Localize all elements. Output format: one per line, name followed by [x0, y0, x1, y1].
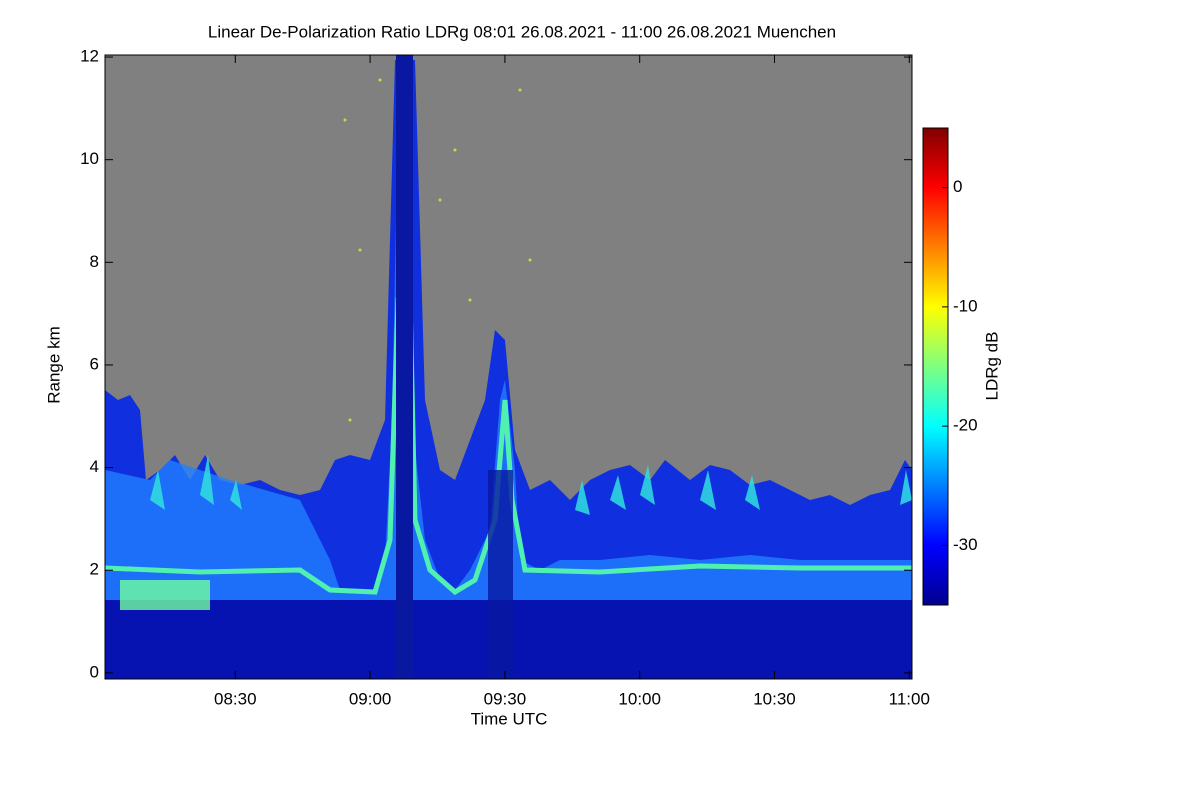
y-tick-label: 2	[90, 560, 99, 579]
colorbar-tick-label: 0	[953, 177, 962, 196]
y-tick-label: 12	[80, 47, 99, 66]
y-tick-label: 6	[90, 354, 99, 373]
y-axis-label: Range km	[44, 326, 63, 403]
y-tick-label: 4	[90, 457, 99, 476]
x-axis-label: Time UTC	[471, 709, 548, 728]
x-tick-label: 09:00	[349, 689, 392, 708]
colorbar-tick-label: -10	[953, 296, 978, 315]
chart-title: Linear De-Polarization Ratio LDRg 08:01 …	[208, 22, 836, 41]
colorbar-label: LDRg dB	[982, 332, 1001, 401]
colorbar-tick-label: -30	[953, 535, 978, 554]
plot-frame	[104, 54, 913, 680]
x-tick-label: 10:30	[753, 689, 796, 708]
colorbar-tick-label: -20	[953, 416, 978, 435]
x-tick-label: 09:30	[484, 689, 527, 708]
x-tick-label: 08:30	[214, 689, 257, 708]
y-tick-label: 10	[80, 149, 99, 168]
x-tick-label: 11:00	[889, 689, 930, 708]
y-tick-label: 8	[90, 252, 99, 271]
y-tick-label: 0	[90, 662, 99, 681]
x-tick-label: 10:00	[618, 689, 661, 708]
radar-image	[105, 55, 912, 679]
colorbar	[922, 127, 949, 606]
